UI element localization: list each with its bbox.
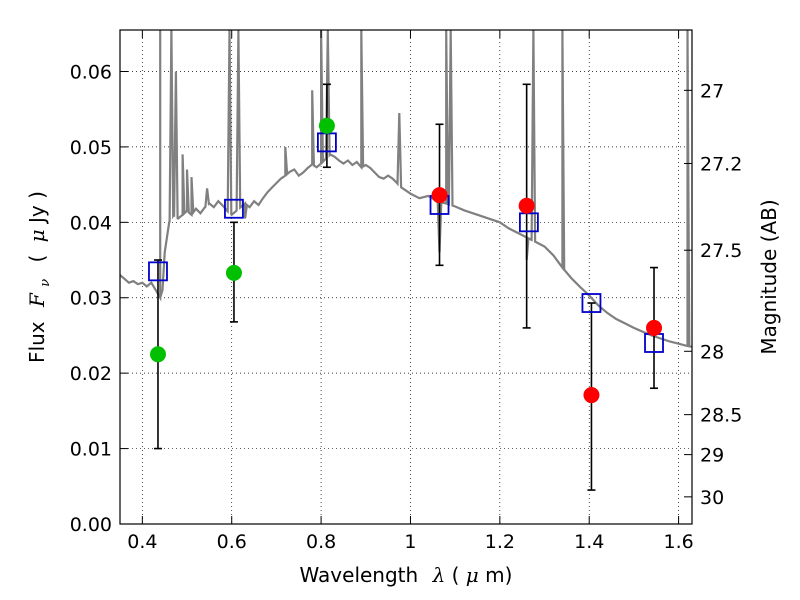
plot-frame [119, 29, 693, 525]
y-tick-label: 0.01 [70, 439, 112, 461]
x-axis-label-text: Wavelength [300, 563, 419, 587]
data-point-circle [431, 187, 448, 204]
spectrum-path [120, 30, 692, 348]
data-point-circle [149, 346, 166, 363]
y-tick-label: 0.05 [70, 137, 112, 159]
x-axis-label-unit-open: ( [452, 563, 460, 587]
data-point-square [224, 198, 244, 219]
y-axis-label: Flux F ν ( μ Jy ) [25, 191, 54, 363]
y2-tick-label: 27 [700, 80, 724, 102]
y2-tick-label: 28 [700, 341, 724, 363]
data-point-circle [583, 387, 600, 404]
y-axis-label-unit-close: Jy ) [25, 191, 49, 225]
y2-tick-label: 27.5 [700, 240, 742, 262]
x-tick-label: 1.2 [485, 531, 515, 553]
y-axis-label-unit-mu: μ [25, 229, 49, 242]
data-point-circle [225, 264, 242, 281]
x-tick-label: 1 [404, 531, 416, 553]
y2-axis-label: Magnitude (AB) [757, 199, 781, 354]
x-tick-label: 0.4 [127, 531, 157, 553]
data-point-square [148, 261, 168, 282]
y-tick-label: 0.06 [70, 61, 112, 83]
x-tick-label: 1.6 [663, 531, 693, 553]
y2-tick-label: 30 [700, 487, 724, 509]
spectrum-line [120, 30, 692, 348]
x-axis-label-unit-mu: μ [466, 563, 479, 587]
y2-tick-label: 28.5 [700, 405, 742, 427]
data-point-circle [318, 117, 335, 134]
y-tick-label: 0.02 [70, 363, 112, 385]
y-axis-label-text: Flux [25, 321, 49, 363]
x-axis-label-unit-close: m) [485, 563, 512, 587]
y-axis-label-unit-open: ( [25, 255, 49, 263]
grid [120, 30, 692, 525]
y-axis-label-symbol-sub: ν [38, 279, 53, 287]
y-tick-label: 0.03 [70, 288, 112, 310]
data-point-square [581, 293, 602, 313]
data-markers [148, 117, 664, 404]
data-point-circle [646, 319, 663, 336]
y2-tick-label: 27.2 [700, 153, 742, 175]
x-tick-label: 0.8 [306, 531, 336, 553]
y-tick-label: 0.00 [70, 514, 112, 536]
x-axis-label: Wavelength λ ( μ m) [300, 563, 513, 587]
axis-ticks: 0.4 0.6 0.8 1 1.2 1.4 1.6 0.00 0.01 0.02 0.03 0.04 0… [70, 30, 742, 553]
y-axis-label-symbol: F [25, 292, 49, 308]
x-tick-label: 1.4 [574, 531, 604, 553]
y-tick-label: 0.04 [70, 212, 112, 234]
y2-tick-label: 29 [700, 445, 724, 467]
x-axis-label-symbol: λ [432, 563, 446, 587]
data-point-circle [518, 197, 535, 214]
x-tick-label: 0.6 [217, 531, 247, 553]
